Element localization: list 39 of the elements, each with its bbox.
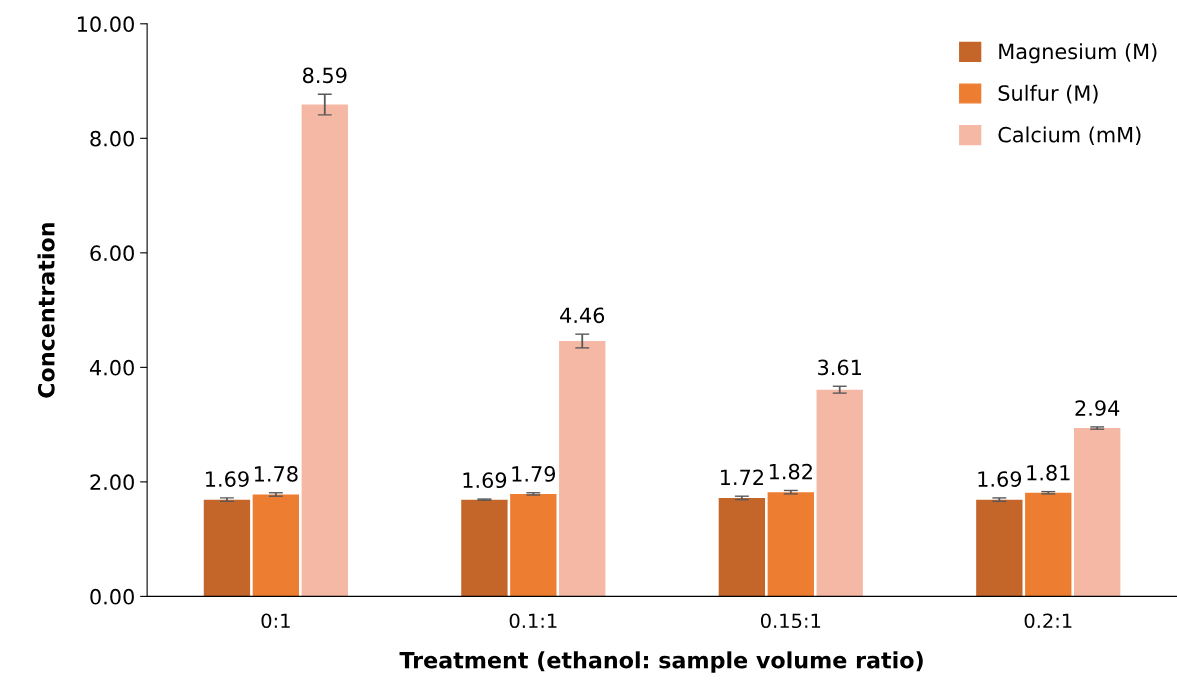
bar (510, 493, 557, 597)
data-label: 2.94 (1075, 400, 1120, 416)
bar (1025, 492, 1072, 597)
data-label: 8.59 (303, 67, 347, 84)
y-tick-label: 0.00 (90, 588, 134, 605)
x-axis-title: Treatment (ethanol: sample volume ratio) (399, 651, 923, 673)
y-tick-label: 6.00 (90, 245, 134, 262)
x-tick-label: 0:1 (261, 613, 290, 629)
bar (461, 499, 508, 597)
y-axis-title: Concentration (37, 223, 55, 398)
y-tick-label: 2.00 (90, 474, 134, 491)
bar (559, 341, 606, 597)
data-label: 1.78 (254, 466, 298, 482)
x-tick-label: 0.15:1 (760, 613, 821, 629)
legend-label: Sulfur (M) (998, 84, 1098, 104)
bar (976, 499, 1023, 597)
data-label: 3.61 (818, 359, 861, 376)
data-label: 1.79 (512, 466, 556, 482)
data-label: 1.69 (206, 471, 249, 487)
x-tick-label: 0.1:1 (509, 613, 557, 629)
bar (203, 499, 251, 597)
data-label: 1.81 (1027, 464, 1070, 481)
y-tick-label: 4.00 (89, 359, 134, 376)
x-tick-label: 0.2:1 (1024, 613, 1072, 629)
y-tick-label: 8.00 (90, 130, 134, 147)
data-label: 1.82 (769, 463, 812, 480)
data-label: 1.69 (463, 472, 507, 489)
legend-label: Magnesium (M) (999, 43, 1157, 64)
bar (816, 389, 863, 597)
legend-label: Calcium (mM) (998, 126, 1141, 145)
bar (252, 494, 300, 597)
data-label: 4.46 (560, 307, 605, 324)
data-label: 1.72 (720, 469, 763, 485)
bar (767, 492, 814, 597)
bar (718, 497, 766, 597)
y-tick-label: 10.00 (77, 16, 134, 33)
bar (301, 104, 348, 597)
bar (1074, 428, 1121, 597)
data-label: 1.69 (978, 471, 1022, 487)
